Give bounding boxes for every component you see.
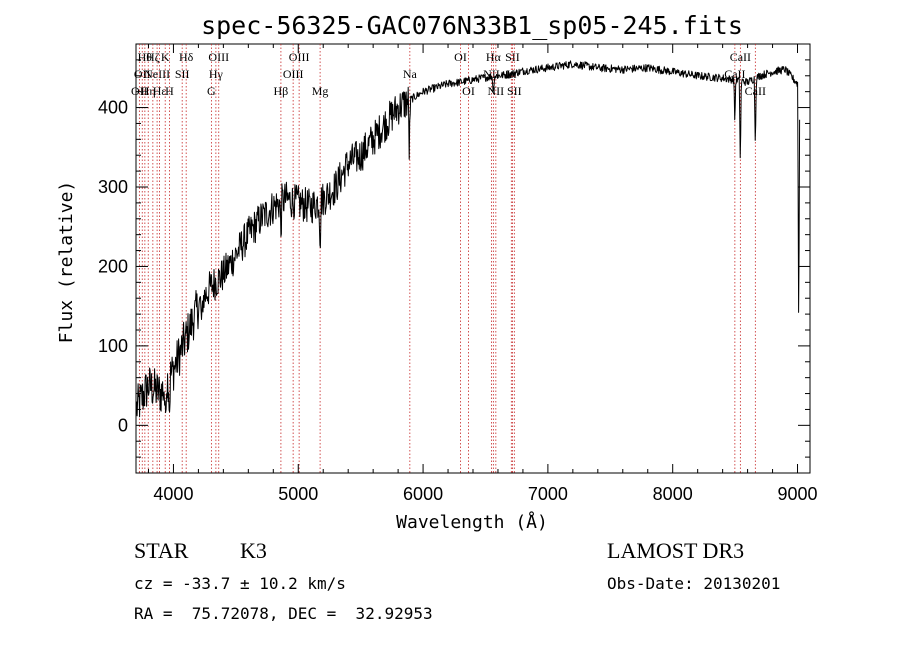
line-marker-label: Hα [486, 50, 502, 64]
line-marker-label: OIII [208, 50, 229, 64]
x-tick-label: 6000 [403, 484, 443, 504]
y-tick-label: 400 [98, 98, 128, 118]
survey-name: LAMOST DR3 [607, 538, 745, 563]
y-tick-label: 100 [98, 336, 128, 356]
x-tick-label: 5000 [278, 484, 318, 504]
line-marker-label: Hγ [209, 67, 224, 81]
line-marker-label: NeIII [144, 67, 170, 81]
x-axis: 4000 5000 6000 7000 8000 9000 [147, 44, 818, 504]
line-marker-label: OI [462, 84, 475, 98]
x-tick-label: 9000 [777, 484, 817, 504]
y-tick-label: 200 [98, 256, 128, 276]
y-axis: 0 100 200 300 400 [98, 59, 810, 458]
line-marker-label: H [165, 84, 174, 98]
spectrum-line [136, 60, 801, 418]
redshift-value: cz = -33.7 ± 10.2 km/s [134, 574, 346, 593]
line-marker-label: Hε [153, 84, 167, 98]
line-marker-label: CaII [730, 50, 751, 64]
line-marker-label: Hη [141, 84, 156, 98]
y-tick-label: 0 [118, 415, 128, 435]
x-axis-label: Wavelength (Å) [396, 511, 548, 533]
line-marker-label: SII [507, 84, 522, 98]
line-marker-label: Na [403, 67, 418, 81]
x-tick-label: 7000 [528, 484, 568, 504]
object-subclass: K3 [240, 538, 267, 563]
line-marker-label: Hβ [274, 84, 289, 98]
line-marker-label: SII [175, 67, 190, 81]
line-marker-label: Hδ [179, 50, 194, 64]
y-axis-label: Flux (relative) [56, 181, 77, 344]
line-marker-label: Hθ [138, 50, 153, 64]
line-marker-label: Mg [312, 84, 329, 98]
line-marker-label: OII [131, 84, 148, 98]
x-tick-label: 4000 [153, 484, 193, 504]
object-class: STAR [134, 538, 189, 563]
chart-title: spec-56325-GAC076N33B1_sp05-245.fits [201, 11, 743, 40]
line-marker-label: OIII [283, 67, 304, 81]
x-tick-label: 8000 [653, 484, 693, 504]
line-marker-label: SII [505, 50, 520, 64]
line-marker-label: G [207, 84, 216, 98]
coordinates: RA = 75.72078, DEC = 32.92953 [134, 604, 433, 623]
line-marker-label: OI [454, 50, 467, 64]
y-tick-label: 300 [98, 177, 128, 197]
line-marker-label: NII [488, 84, 505, 98]
line-marker-label: OII [134, 67, 151, 81]
series-group [136, 60, 801, 418]
line-marker-label: Hζ [146, 50, 160, 64]
line-marker-label: OIII [289, 50, 310, 64]
obs-date: Obs-Date: 20130201 [607, 574, 781, 593]
line-marker-label: K [161, 50, 170, 64]
line-marker-label: CaII [745, 84, 766, 98]
